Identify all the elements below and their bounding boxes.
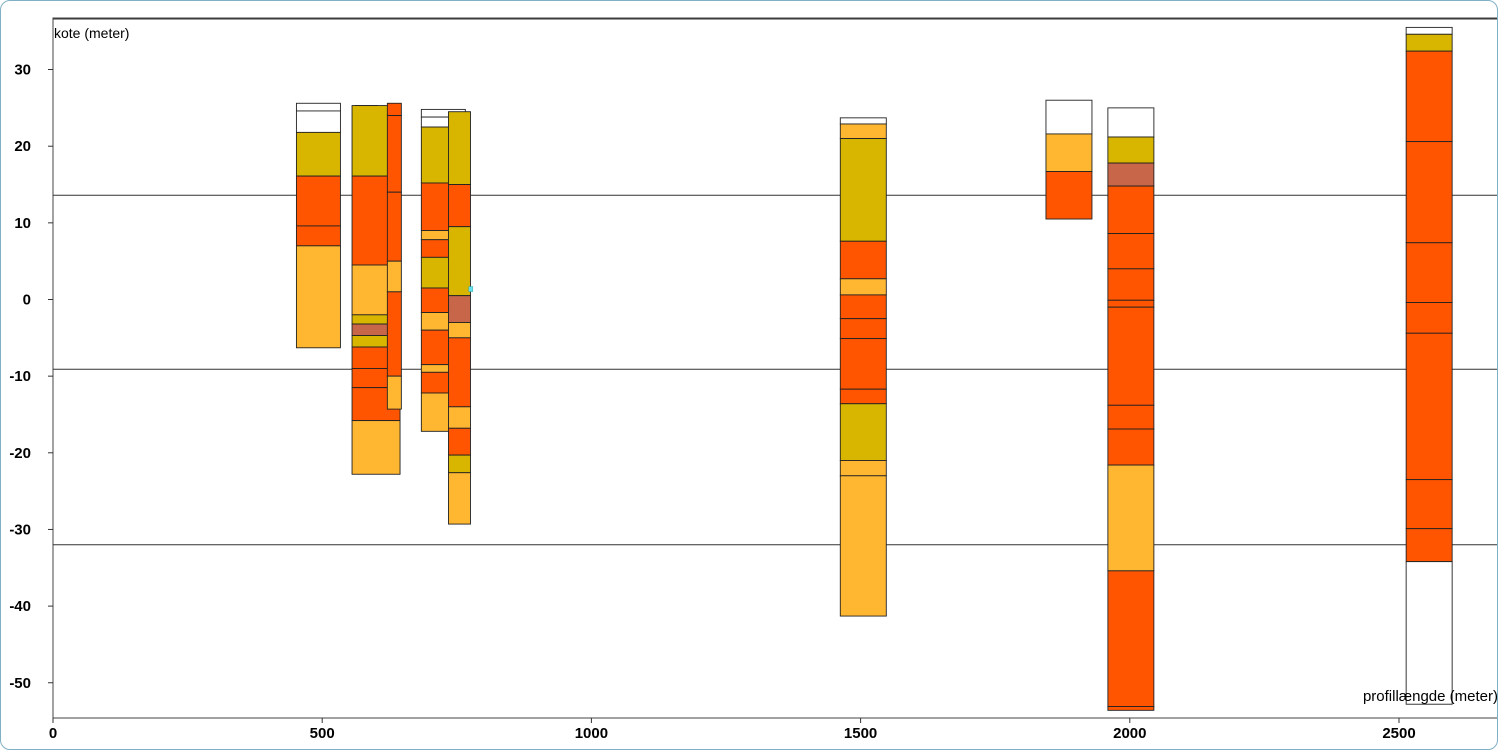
borehole-layer bbox=[839, 240, 887, 280]
borehole-layer bbox=[1107, 185, 1155, 235]
borehole-layer bbox=[386, 375, 402, 410]
borehole-layer bbox=[386, 191, 402, 262]
borehole-layer bbox=[839, 138, 887, 242]
borehole-layer bbox=[448, 184, 471, 228]
borehole-layer bbox=[839, 123, 887, 139]
markers-group bbox=[468, 286, 474, 292]
borehole-layer bbox=[386, 102, 402, 116]
borehole-layer bbox=[295, 131, 341, 177]
borehole-layer bbox=[1405, 302, 1453, 334]
borehole-layer bbox=[839, 403, 887, 461]
borehole-layer bbox=[448, 226, 471, 297]
borehole-layer bbox=[839, 475, 887, 617]
x-tick-label: 1000 bbox=[575, 725, 608, 742]
x-tick-label: 1500 bbox=[844, 725, 877, 742]
borehole-layer bbox=[839, 294, 887, 320]
borehole-layer bbox=[1107, 570, 1155, 707]
borehole-layer bbox=[1045, 133, 1093, 172]
borehole-layer bbox=[448, 322, 471, 339]
borehole-layer bbox=[1107, 107, 1155, 138]
borehole-layer bbox=[1405, 33, 1453, 52]
borehole-layer bbox=[1107, 404, 1155, 430]
borehole-layer bbox=[839, 278, 887, 296]
borehole bbox=[295, 102, 341, 349]
borehole-layer bbox=[1405, 332, 1453, 481]
borehole-layer bbox=[1107, 136, 1155, 164]
x-tick-label: 2500 bbox=[1382, 725, 1415, 742]
borehole-layer bbox=[1405, 242, 1453, 304]
borehole-layer bbox=[1107, 268, 1155, 301]
borehole bbox=[839, 117, 887, 617]
borehole-layer bbox=[839, 318, 887, 340]
borehole-layer bbox=[448, 337, 471, 408]
borehole-layer bbox=[448, 111, 471, 185]
borehole-layer bbox=[1107, 299, 1155, 308]
x-tick-label: 2000 bbox=[1113, 725, 1146, 742]
borehole-layer bbox=[448, 406, 471, 429]
borehole bbox=[1045, 99, 1093, 220]
borehole-layer bbox=[295, 110, 341, 133]
borehole-layer bbox=[386, 291, 402, 377]
y-tick-label: -30 bbox=[9, 521, 31, 538]
borehole-layer bbox=[1107, 464, 1155, 572]
y-axis-ticks: 30 20 10 0 -10 -20 -30 -40 -50 bbox=[9, 62, 53, 692]
y-tick-label: 0 bbox=[23, 292, 31, 309]
borehole bbox=[386, 102, 402, 410]
borehole-layer bbox=[448, 427, 471, 456]
borehole-layer bbox=[1107, 428, 1155, 466]
x-tick-label: 500 bbox=[310, 725, 335, 742]
borehole bbox=[448, 111, 471, 525]
y-tick-label: 10 bbox=[14, 215, 31, 232]
borehole-layer bbox=[386, 115, 402, 193]
borehole-layer bbox=[1405, 141, 1453, 244]
borehole-layer bbox=[1045, 171, 1093, 220]
borehole-layer bbox=[448, 472, 471, 525]
borehole-layer bbox=[295, 225, 341, 247]
borehole-layer bbox=[1405, 479, 1453, 530]
x-axis-ticks: 0 500 1000 1500 2000 2500 bbox=[49, 718, 1416, 742]
y-tick-label: -10 bbox=[9, 368, 31, 385]
y-axis-label: kote (meter) bbox=[54, 25, 129, 41]
borehole-layer bbox=[295, 102, 341, 112]
x-axis-label: profillængde (meter) bbox=[1363, 688, 1498, 705]
borehole-layer bbox=[839, 460, 887, 477]
borehole-layer bbox=[448, 295, 471, 323]
borehole-layer bbox=[295, 245, 341, 349]
y-tick-label: 20 bbox=[14, 138, 31, 155]
y-tick-label: 30 bbox=[14, 62, 31, 79]
borehole-layer bbox=[1107, 162, 1155, 187]
y-tick-label: -20 bbox=[9, 445, 31, 462]
plot-area bbox=[52, 17, 1497, 719]
borehole-layer bbox=[1107, 306, 1155, 406]
borehole-layer bbox=[839, 117, 887, 125]
borehole bbox=[1107, 107, 1155, 711]
reference-lines bbox=[53, 18, 1497, 546]
borehole-layer bbox=[295, 175, 341, 227]
borehole-layer bbox=[1405, 50, 1453, 143]
borehole-layer bbox=[1107, 706, 1155, 711]
x-tick-label: 0 bbox=[49, 725, 57, 742]
borehole-layer bbox=[1107, 233, 1155, 270]
y-tick-label: -40 bbox=[9, 598, 31, 615]
borehole bbox=[1405, 26, 1453, 705]
borehole-layer bbox=[839, 338, 887, 390]
borehole-layer bbox=[386, 260, 402, 293]
borehole-layer bbox=[1405, 26, 1453, 35]
y-tick-label: -50 bbox=[9, 675, 31, 692]
borehole-layer bbox=[1405, 528, 1453, 563]
borehole-layer bbox=[1405, 561, 1453, 705]
marker-point bbox=[468, 286, 474, 292]
borehole-layer bbox=[351, 420, 401, 475]
borehole-layer bbox=[839, 388, 887, 405]
boreholes-group bbox=[295, 26, 1453, 711]
borehole-layer bbox=[1045, 99, 1093, 135]
borehole-layer bbox=[448, 454, 471, 474]
